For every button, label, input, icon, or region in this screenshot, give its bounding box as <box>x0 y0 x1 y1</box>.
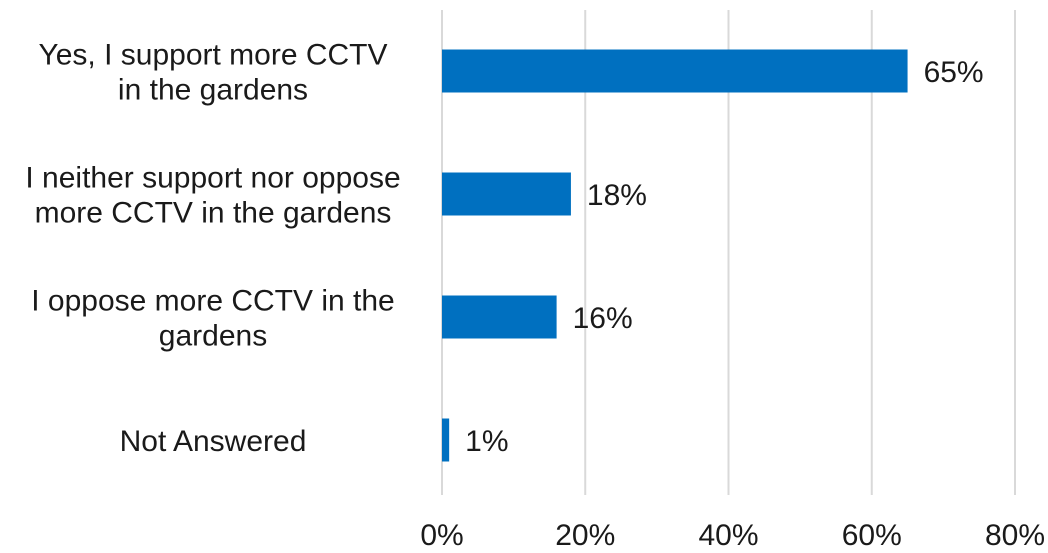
data-labels: 65% 18% 16% 1% <box>465 56 983 458</box>
category-label-line: Not Answered <box>120 425 307 458</box>
x-tick-label: 20% <box>555 519 615 552</box>
data-label: 18% <box>587 179 647 212</box>
bar <box>442 418 450 462</box>
x-tick-label: 0% <box>420 519 463 552</box>
x-tick-label: 60% <box>842 519 902 552</box>
category-label: Not Answered <box>120 425 307 458</box>
category-label-line: Yes, I support more CCTV <box>38 39 387 72</box>
category-label-line: gardens <box>159 320 267 353</box>
data-label: 65% <box>924 56 984 89</box>
category-labels: Yes, I support more CCTV in the gardens I … <box>25 39 400 459</box>
category-label: Yes, I support more CCTV in the gardens <box>38 39 387 107</box>
category-label-line: more CCTV in the gardens <box>35 197 392 230</box>
bar <box>442 49 908 93</box>
category-label-line: in the gardens <box>118 74 308 107</box>
x-tick-labels: 0% 20% 40% 60% 80% <box>420 519 1045 552</box>
x-tick-label: 40% <box>698 519 758 552</box>
data-label: 1% <box>465 425 508 458</box>
bar <box>442 172 571 216</box>
category-label: I neither support nor oppose more CCTV in… <box>25 162 400 230</box>
bar <box>442 295 557 339</box>
x-tick-label: 80% <box>985 519 1045 552</box>
category-label-line: I neither support nor oppose <box>25 162 400 195</box>
category-label: I oppose more CCTV in the gardens <box>31 285 395 353</box>
category-label-line: I oppose more CCTV in the <box>31 285 395 318</box>
bars <box>442 49 908 462</box>
data-label: 16% <box>573 302 633 335</box>
